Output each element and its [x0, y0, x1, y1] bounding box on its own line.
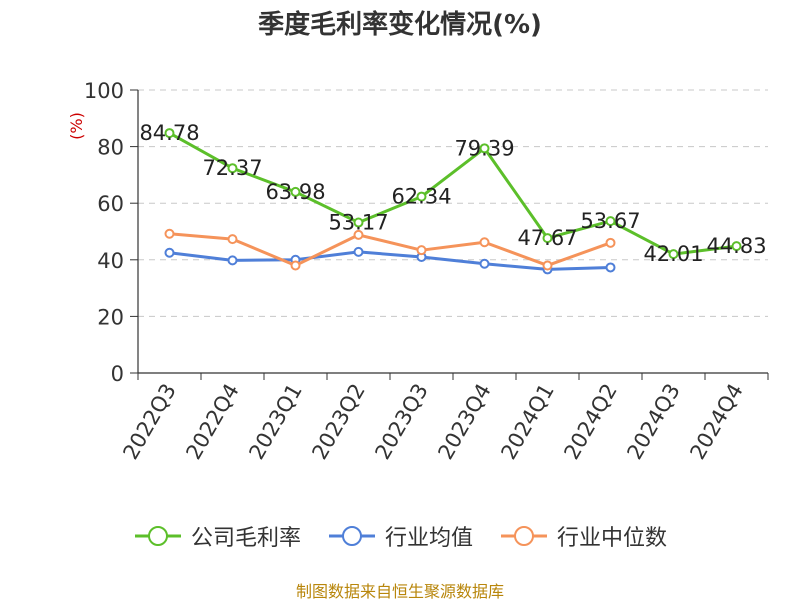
data-point — [353, 217, 364, 228]
legend-circle — [341, 526, 362, 546]
data-point — [416, 191, 427, 202]
data-label: 72.37 — [202, 156, 262, 180]
legend-marker — [328, 526, 375, 546]
y-axis-label: (%) — [67, 112, 86, 140]
x-tick-label: 2023Q1 — [244, 380, 306, 464]
data-point — [416, 245, 427, 256]
series-line-0 — [168, 131, 737, 256]
legend-label: 公司毛利率 — [190, 526, 301, 551]
data-point — [290, 186, 301, 197]
data-point — [479, 237, 490, 248]
legend-circle — [514, 526, 534, 546]
data-point — [605, 262, 616, 273]
data-point — [353, 246, 364, 257]
y-tick-label: 0 — [111, 362, 124, 386]
data-point — [290, 260, 301, 271]
legend-label: 行业中位数 — [557, 526, 668, 551]
y-tick-label: 40 — [97, 249, 124, 273]
data-point — [668, 249, 679, 260]
data-label: 44.83 — [706, 234, 766, 258]
legend: 公司毛利率 行业均值 行业中位数 — [0, 520, 800, 552]
legend-item[interactable]: 公司毛利率 — [133, 520, 301, 552]
data-point — [479, 258, 490, 269]
series-lines — [164, 128, 742, 275]
legend-marker — [501, 526, 547, 546]
data-label: 53.67 — [580, 209, 640, 233]
data-label: 53.17 — [328, 211, 388, 235]
data-point — [164, 228, 175, 239]
data-label: 79.39 — [454, 136, 514, 160]
data-point — [605, 237, 616, 248]
legend-marker — [134, 526, 181, 546]
source-note: 制图数据来自恒生聚源数据库 — [295, 582, 504, 601]
data-label: 84.78 — [139, 121, 199, 145]
data-label: 47.67 — [517, 226, 577, 250]
chart-title: 季度毛利率变化情况(%) — [258, 10, 542, 40]
legend-label: 行业均值 — [384, 526, 473, 551]
x-tick-label: 2022Q4 — [181, 380, 243, 464]
data-point — [164, 128, 175, 139]
x-tick-label: 2022Q3 — [118, 380, 180, 464]
x-tick-label: 2024Q1 — [496, 380, 558, 464]
grid-lines — [138, 89, 768, 317]
data-point — [353, 229, 364, 240]
series-line-2 — [169, 232, 612, 267]
x-tick-label: 2023Q2 — [307, 380, 369, 464]
data-point — [164, 247, 175, 258]
data-label: 42.01 — [643, 242, 703, 266]
y-tick-label: 80 — [97, 136, 124, 160]
data-point — [227, 163, 238, 174]
series-line-1 — [169, 250, 611, 271]
data-point — [605, 216, 616, 227]
y-tick-label: 20 — [97, 305, 124, 329]
x-tick-label: 2024Q2 — [559, 380, 621, 464]
data-point — [479, 143, 490, 154]
data-point — [542, 233, 553, 244]
x-tick-label: 2023Q4 — [433, 380, 495, 464]
data-label: 63.98 — [265, 180, 325, 204]
legend-circle — [147, 526, 168, 546]
y-tick-label: 60 — [97, 192, 124, 216]
legend-item[interactable]: 行业中位数 — [499, 520, 667, 552]
data-point — [731, 241, 742, 252]
data-point — [227, 255, 238, 266]
legend-item[interactable]: 行业均值 — [327, 520, 473, 552]
y-tick-label: 100 — [84, 79, 124, 103]
x-tick-label: 2024Q4 — [685, 380, 747, 464]
x-tick-label: 2023Q3 — [370, 380, 432, 464]
data-point — [542, 260, 553, 271]
data-label: 62.34 — [391, 185, 451, 209]
x-tick-label: 2024Q3 — [622, 380, 684, 464]
data-point — [227, 234, 238, 245]
